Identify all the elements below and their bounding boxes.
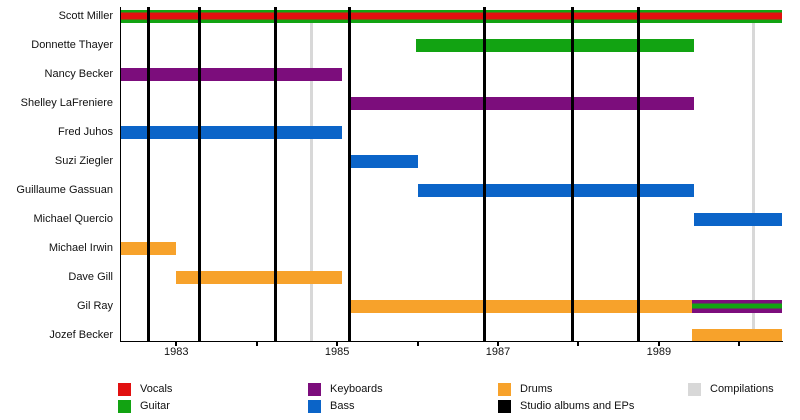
x-axis-tick <box>738 342 741 346</box>
studio-release-line <box>347 7 351 341</box>
member-bar <box>176 270 342 284</box>
member-bar <box>691 299 782 313</box>
member-label: Gil Ray <box>76 300 113 312</box>
member-label: Suzi Ziegler <box>54 155 113 167</box>
legend-swatch-vocals <box>118 383 131 396</box>
x-axis-tick-label: 1983 <box>164 346 189 358</box>
studio-release-line <box>637 7 641 341</box>
member-bar <box>120 125 342 139</box>
x-axis-tick-label: 1989 <box>646 346 672 358</box>
member-bar <box>691 328 782 342</box>
member-bar <box>349 96 694 110</box>
member-bar-stripe <box>691 303 782 309</box>
legend-label-vocals: Vocals <box>140 383 173 395</box>
x-axis-line <box>120 341 783 342</box>
legend-label-bass: Bass <box>330 400 355 412</box>
x-axis-tick <box>657 342 660 346</box>
compilation-release-line <box>309 10 313 341</box>
studio-release-line <box>198 7 202 341</box>
x-axis-tick-label: 1987 <box>485 346 511 358</box>
member-label: Jozef Becker <box>49 329 113 341</box>
member-bar <box>349 299 692 313</box>
member-label: Fred Juhos <box>57 126 113 138</box>
x-axis-tick <box>497 342 500 346</box>
member-label: Dave Gill <box>68 271 113 283</box>
legend-swatch-guitar <box>118 400 131 413</box>
member-bar <box>693 212 782 226</box>
member-label: Michael Irwin <box>48 242 113 254</box>
legend-label-keyboards: Keyboards <box>330 383 383 395</box>
legend-swatch-drums <box>498 383 511 396</box>
legend-label-drums: Drums <box>520 383 553 395</box>
legend-label-studio: Studio albums and EPs <box>520 400 635 412</box>
member-label: Nancy Becker <box>44 68 113 80</box>
member-label: Donnette Thayer <box>31 39 113 51</box>
member-label: Michael Quercio <box>33 213 113 225</box>
legend-label-guitar: Guitar <box>140 400 170 412</box>
member-label: Shelley LaFreniere <box>20 97 113 109</box>
x-axis-tick <box>175 342 178 346</box>
studio-release-line <box>146 7 150 341</box>
legend-label-compilations: Compilations <box>710 383 774 395</box>
member-bar-stripe <box>120 12 782 20</box>
x-axis-tick <box>336 342 339 346</box>
x-axis-tick <box>577 342 580 346</box>
member-bar <box>417 183 694 197</box>
member-bar <box>349 154 418 168</box>
studio-release-line <box>273 7 277 341</box>
x-axis-tick <box>255 342 258 346</box>
legend-swatch-bass <box>308 400 321 413</box>
member-bar <box>416 38 694 52</box>
legend-swatch-compilations <box>688 383 701 396</box>
legend-swatch-studio <box>498 400 511 413</box>
studio-release-line <box>482 7 486 341</box>
compilation-release-line <box>751 10 755 341</box>
studio-release-line <box>570 7 574 341</box>
legend-swatch-keyboards <box>308 383 321 396</box>
y-axis-line <box>120 7 121 342</box>
member-bar <box>120 9 782 23</box>
x-axis-tick <box>416 342 419 346</box>
member-bar <box>120 67 342 81</box>
member-label: Scott Miller <box>58 10 113 22</box>
member-label: Guillaume Gassuan <box>16 184 113 196</box>
x-axis-tick-label: 1985 <box>324 346 350 358</box>
